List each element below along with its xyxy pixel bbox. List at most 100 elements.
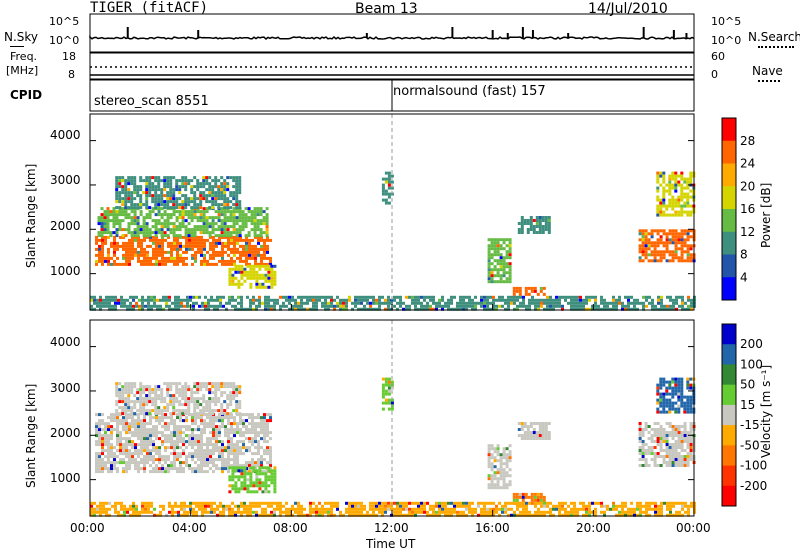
power-cell [181, 219, 185, 223]
velocity-cell [689, 383, 693, 387]
velocity-cell [248, 440, 251, 444]
power-cell [585, 307, 588, 311]
velocity-cell [131, 419, 134, 423]
velocity-cell [544, 422, 548, 425]
power-cell [450, 307, 453, 311]
power-cell [248, 256, 251, 260]
velocity-cell [110, 470, 113, 474]
power-cell [570, 301, 573, 305]
power-cell [106, 225, 110, 229]
velocity-cell [196, 403, 200, 407]
power-cell [142, 228, 146, 232]
power-cell [686, 213, 690, 217]
velocity-cell [125, 452, 128, 456]
velocity-cell [206, 455, 209, 459]
velocity-cell [567, 504, 570, 508]
power-cell [231, 304, 234, 308]
power-cell [194, 244, 197, 248]
velocity-cell [285, 501, 288, 505]
power-cell [426, 301, 429, 305]
velocity-cell [145, 409, 149, 413]
power-cell [221, 244, 224, 248]
velocity-cell [496, 444, 500, 448]
velocity-cell [157, 394, 161, 398]
power-cell [178, 210, 182, 214]
power-cell [381, 189, 385, 193]
power-cell [211, 191, 215, 195]
power-cell [161, 244, 164, 248]
velocity-cell [665, 386, 669, 390]
velocity-cell [227, 446, 230, 450]
power-cell [108, 298, 111, 302]
power-cell [136, 194, 140, 198]
velocity-cell [668, 452, 672, 455]
velocity-cell [204, 510, 207, 514]
velocity-cell [218, 431, 221, 435]
velocity-cell [254, 422, 257, 426]
power-cell [204, 301, 207, 305]
velocity-cell [168, 510, 171, 514]
power-cell [432, 298, 435, 302]
power-cell [146, 244, 149, 248]
power-cell [645, 295, 648, 299]
velocity-cell [387, 383, 391, 387]
xtick-2: 08:00 [273, 521, 308, 535]
velocity-cell [638, 464, 642, 467]
power-cell [139, 203, 143, 207]
velocity-cell [137, 413, 140, 417]
power-cell [169, 197, 173, 201]
velocity-cell [248, 470, 251, 474]
power-cell [161, 250, 164, 254]
power-cell [115, 200, 119, 204]
power-cell [246, 276, 250, 280]
velocity-cell [665, 464, 669, 467]
velocity-cell [547, 434, 551, 437]
power-cell [529, 219, 533, 222]
power-cell [127, 206, 131, 210]
velocity-cell [107, 467, 110, 471]
power-cell [279, 295, 282, 299]
velocity-cell [120, 501, 123, 505]
velocity-cell [233, 419, 236, 423]
power-cell [172, 176, 176, 180]
power-cell [387, 177, 391, 181]
power-ytick-2000: 2000 [50, 219, 81, 233]
velocity-cell [656, 407, 660, 411]
velocity-cell [201, 510, 204, 514]
power-cell [501, 298, 504, 302]
velocity-cell [260, 470, 263, 474]
power-cell [680, 186, 684, 190]
power-cell [166, 206, 170, 210]
power-cell [180, 301, 183, 305]
velocity-cell [258, 501, 261, 505]
power-cell [267, 285, 271, 289]
velocity-cell [146, 461, 149, 465]
power-cell [193, 203, 197, 207]
velocity-cell [218, 416, 221, 420]
velocity-cell [538, 425, 542, 428]
velocity-cell [662, 380, 666, 384]
power-cell [187, 179, 191, 183]
power-cell [450, 298, 453, 302]
power-cell [234, 307, 237, 311]
velocity-cell [257, 425, 260, 429]
power-cell [187, 231, 191, 235]
cpid-label: CPID [10, 88, 43, 102]
velocity-cell [680, 389, 684, 393]
power-cell [213, 298, 216, 302]
power-cell [651, 304, 654, 308]
velocity-cell [203, 455, 206, 459]
power-cell [505, 256, 509, 260]
power-cell [387, 186, 391, 190]
velocity-cell [686, 458, 690, 461]
power-cell [665, 232, 669, 236]
velocity-cell [249, 501, 252, 505]
power-cell [653, 229, 657, 233]
velocity-cell [174, 504, 177, 508]
velocity-cell [130, 391, 134, 395]
velocity-cell [169, 397, 173, 401]
velocity-cell [107, 470, 110, 474]
velocity-cell [193, 400, 197, 404]
power-cell [205, 207, 209, 211]
velocity-cell [179, 440, 182, 444]
